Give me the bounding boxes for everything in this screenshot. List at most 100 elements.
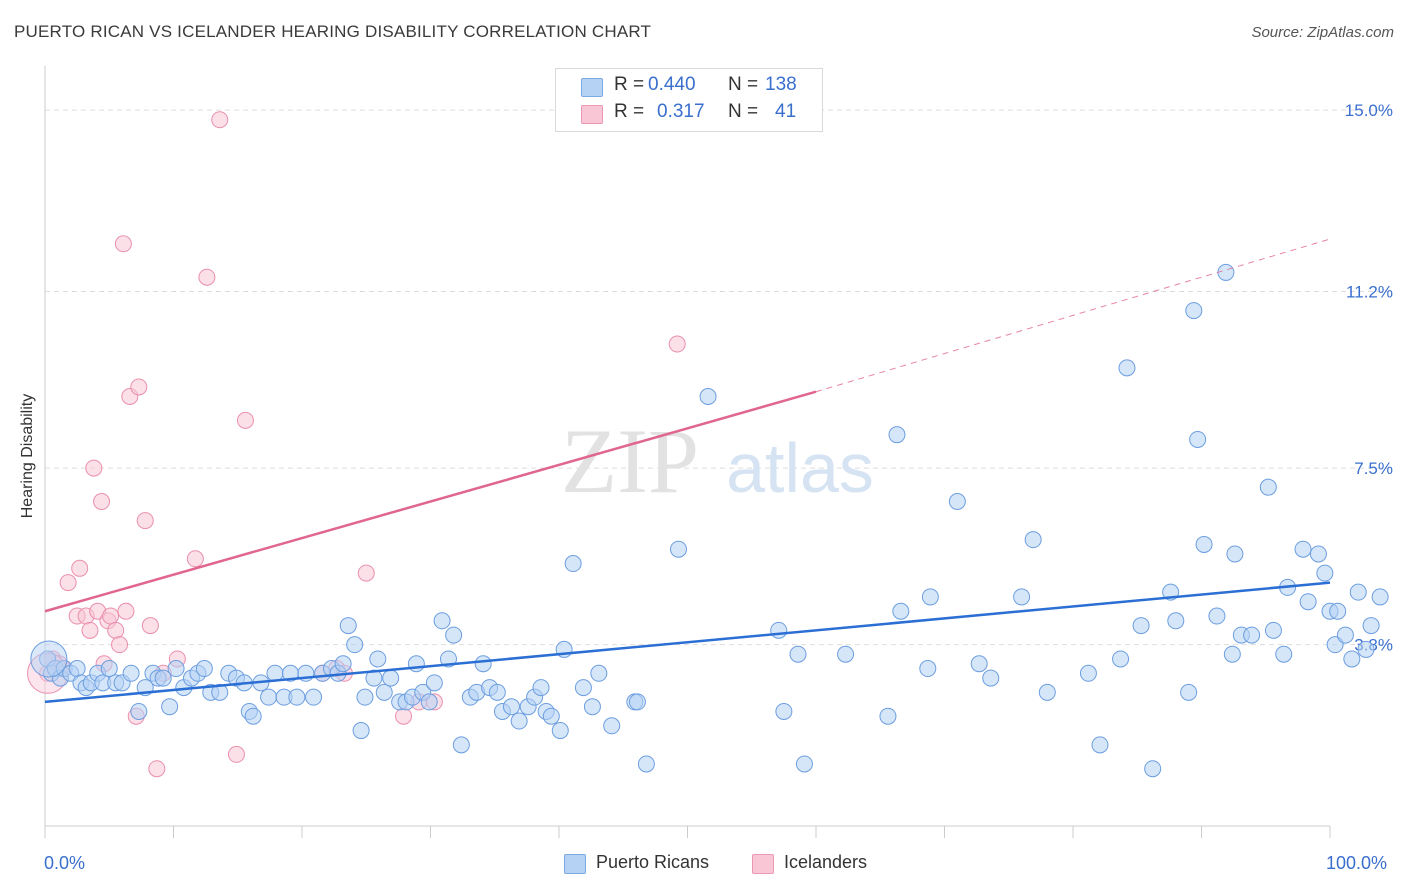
puerto-rican-point xyxy=(244,707,262,725)
trend-lines xyxy=(44,238,1331,704)
puerto-rican-point xyxy=(1180,683,1198,701)
x-tick-label-min: 0.0% xyxy=(44,853,86,873)
puerto-rican-point xyxy=(1299,593,1317,611)
puerto-rican-point xyxy=(288,688,306,706)
icelander-point xyxy=(71,559,89,577)
icelander-point xyxy=(136,512,154,530)
puerto-rican-point xyxy=(1357,640,1375,658)
icelander-point xyxy=(130,378,148,396)
puerto-rican-point xyxy=(161,698,179,716)
axes xyxy=(44,66,1331,838)
puerto-rican-point xyxy=(1013,588,1031,606)
puerto-rican-point xyxy=(100,660,118,678)
puerto-rican-point xyxy=(628,693,646,711)
puerto-rican-point xyxy=(603,717,621,735)
puerto-rican-point xyxy=(1336,626,1354,644)
r-label: R = xyxy=(614,74,645,95)
puerto-rican-point xyxy=(339,617,357,635)
puerto-rican-point xyxy=(1371,588,1389,606)
stats-box: R = 0.440 N = 138 R = 0.317 N = 41 xyxy=(555,68,823,132)
puerto-rican-point xyxy=(775,702,793,720)
puerto-rican-point xyxy=(1343,650,1361,668)
puerto-rican-point xyxy=(167,660,185,678)
puerto-rican-point xyxy=(407,655,425,673)
r-value: 0.317 xyxy=(657,101,705,122)
puerto-rican-point xyxy=(970,655,988,673)
puerto-rican-point xyxy=(346,636,364,654)
puerto-rican-point xyxy=(1349,583,1367,601)
puerto-rican-point xyxy=(452,736,470,754)
icelander-point xyxy=(395,707,413,725)
icelander-point xyxy=(102,607,120,625)
puerto-rican-point xyxy=(1223,645,1241,663)
x-tick-label-max: 100.0% xyxy=(1326,853,1388,873)
puerto-rican-point xyxy=(551,722,569,740)
puerto-rican-point xyxy=(1329,602,1347,620)
icelander-point xyxy=(81,621,99,639)
puerto-rican-point xyxy=(699,388,717,406)
puerto-rican-point xyxy=(68,660,86,678)
icelanders-swatch xyxy=(581,105,603,124)
r-label: R = xyxy=(614,101,645,122)
icelander-point xyxy=(111,636,129,654)
puerto-rican-point xyxy=(574,679,592,697)
icelander-point xyxy=(117,602,135,620)
puerto-rican-point-cluster xyxy=(30,640,68,678)
puerto-ricans-swatch xyxy=(581,78,603,97)
icelander-point xyxy=(668,335,686,353)
source-label: Source: ZipAtlas.com xyxy=(1251,24,1394,41)
watermark-atlas: atlas xyxy=(726,429,874,507)
legend: Puerto Ricans Icelanders xyxy=(0,850,1406,878)
puerto-rican-point xyxy=(1132,617,1150,635)
puerto-rican-point xyxy=(1144,760,1162,778)
legend-label: Icelanders xyxy=(784,852,868,872)
puerto-rican-point xyxy=(795,755,813,773)
icelander-point xyxy=(107,621,125,639)
puerto-rican-point xyxy=(1024,531,1042,549)
puerto-rican-point xyxy=(195,660,213,678)
puerto-rican-point xyxy=(154,669,172,687)
icelanders-trend-line xyxy=(44,390,817,613)
icelander-point xyxy=(93,492,111,510)
grid-lines xyxy=(45,109,1395,646)
puerto-rican-point xyxy=(352,722,370,740)
puerto-rican-point xyxy=(1264,621,1282,639)
puerto-rican-point xyxy=(1243,626,1261,644)
puerto-rican-point xyxy=(1259,478,1277,496)
puerto-rican-point xyxy=(948,492,966,510)
icelander-point xyxy=(59,574,77,592)
icelander-point xyxy=(227,745,245,763)
puerto-rican-point xyxy=(1091,736,1109,754)
puerto-rican-point xyxy=(564,555,582,573)
puerto-rican-point xyxy=(637,755,655,773)
puerto-rican-point xyxy=(1189,430,1207,448)
puerto-rican-point xyxy=(837,645,855,663)
puerto-rican-point xyxy=(583,698,601,716)
puerto-rican-point xyxy=(130,702,148,720)
puerto-rican-point xyxy=(1226,545,1244,563)
puerto-rican-point xyxy=(532,679,550,697)
puerto-rican-point xyxy=(260,688,278,706)
puerto-rican-point xyxy=(921,588,939,606)
icelanders-trend-extension xyxy=(815,238,1331,393)
puerto-rican-point xyxy=(1079,664,1097,682)
chart-title: PUERTO RICAN VS ICELANDER HEARING DISABI… xyxy=(14,22,652,41)
puerto-rican-point xyxy=(1208,607,1226,625)
puerto-rican-point xyxy=(1038,683,1056,701)
puerto-rican-point xyxy=(1275,645,1293,663)
puerto-rican-point xyxy=(1167,612,1185,630)
puerto-rican-point xyxy=(211,683,229,701)
puerto-rican-point xyxy=(892,602,910,620)
icelander-point xyxy=(114,235,132,253)
icelander-point xyxy=(148,760,166,778)
puerto-rican-point xyxy=(1185,302,1203,320)
puerto-rican-point xyxy=(356,688,374,706)
n-value: 41 xyxy=(775,101,797,122)
legend-swatch-pink xyxy=(752,854,774,874)
puerto-rican-point xyxy=(445,626,463,644)
n-label: N = xyxy=(728,101,759,122)
y-tick-label: 11.2% xyxy=(1346,283,1393,302)
icelander-point xyxy=(211,111,229,129)
puerto-rican-point xyxy=(382,669,400,687)
